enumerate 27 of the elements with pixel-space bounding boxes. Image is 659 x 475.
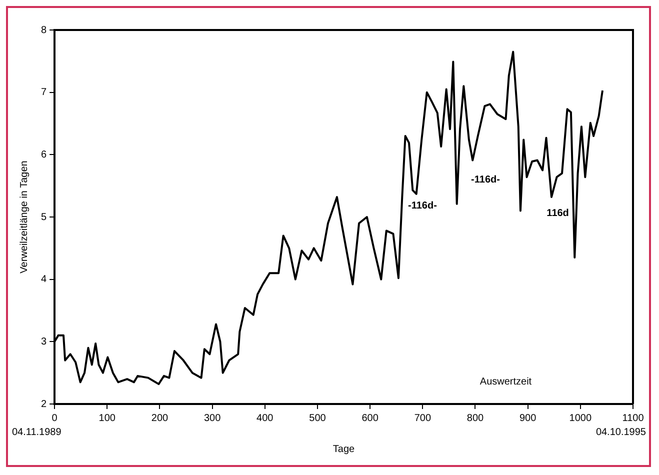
- x-tick-label: 800: [466, 412, 484, 424]
- y-tick-label: 4: [41, 274, 47, 286]
- x-tick-label: 500: [309, 412, 326, 424]
- y-axis-title: Verweilzeitlänge in Tagen: [18, 160, 30, 274]
- annotation: -116d-: [471, 174, 500, 186]
- annotation: -116d-: [408, 200, 437, 212]
- x-tick-label: 100: [98, 412, 116, 424]
- x-tick-label: 400: [256, 412, 274, 424]
- x-tick-label: 300: [204, 412, 222, 424]
- x-tick-label: 200: [151, 412, 169, 424]
- annotation: Auswertzeit: [480, 376, 532, 388]
- y-tick-label: 6: [41, 149, 47, 160]
- x-tick-label: 900: [519, 412, 537, 424]
- x-tick-label: 0: [52, 412, 58, 424]
- y-tick-label: 2: [41, 398, 47, 410]
- y-tick-label: 7: [41, 87, 47, 98]
- x-tick-label: 1000: [569, 412, 592, 424]
- x-tick-label: 700: [414, 412, 432, 424]
- x-axis-title: Tage: [332, 444, 356, 455]
- x-tick-label: 1100: [622, 412, 644, 424]
- text: 04.10.1995: [596, 426, 646, 438]
- y-tick-label: 5: [41, 212, 47, 223]
- text: 04.11.1989: [12, 426, 62, 438]
- y-tick-label: 8: [41, 24, 47, 36]
- x-tick-label: 600: [362, 412, 379, 424]
- y-tick-label: 3: [41, 336, 47, 348]
- annotation: 116d: [546, 208, 569, 220]
